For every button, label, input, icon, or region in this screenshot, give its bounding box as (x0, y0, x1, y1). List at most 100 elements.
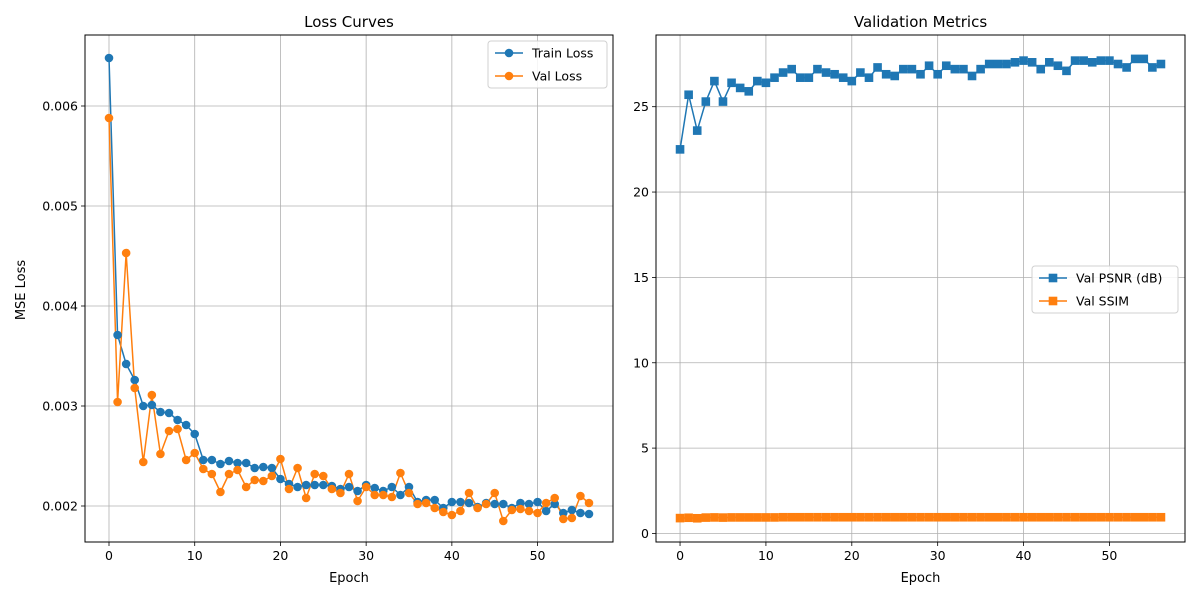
val-ssim-point (727, 513, 736, 522)
val-psnr-db-point (795, 73, 805, 82)
val-psnr-db-point (1002, 59, 1011, 69)
val-psnr-db-point (1113, 59, 1123, 69)
val-psnr-db-point (710, 76, 719, 86)
val-ssim-point (1002, 512, 1011, 522)
train-loss-point (216, 459, 225, 469)
val-loss-point (498, 516, 508, 526)
val-loss-legend-label: Val Loss (532, 69, 582, 84)
train-loss-point (318, 480, 328, 490)
loss-x-tick-label: 20 (272, 548, 288, 563)
val-psnr-db-point (1027, 58, 1037, 67)
val-psnr-db-point (993, 59, 1003, 69)
val-loss-point (190, 448, 200, 458)
train-loss-point (138, 401, 148, 411)
val-ssim-point (778, 512, 788, 522)
val-psnr-db-point (753, 76, 762, 86)
val-ssim-point (1045, 512, 1054, 522)
val-loss-point (353, 496, 362, 506)
val-ssim-point (701, 513, 711, 522)
val-psnr-db-point (933, 69, 942, 79)
val-psnr-db-point (1156, 59, 1166, 69)
train-loss-point (396, 490, 405, 500)
val-psnr-db-point (787, 64, 796, 74)
val-psnr-db-point (847, 76, 857, 86)
val-ssim-point (1139, 512, 1149, 522)
train-loss-point (550, 499, 560, 509)
val-ssim-point (993, 512, 1003, 522)
val-ssim-point (1053, 512, 1063, 522)
val-psnr-db-point (856, 68, 865, 77)
val-ssim-point (1122, 512, 1131, 522)
metrics-x-tick-label: 0 (676, 548, 684, 563)
val-loss-point (147, 390, 157, 400)
val-loss-point (130, 383, 140, 393)
val-ssim-point (735, 513, 745, 522)
train-loss-point (113, 330, 122, 340)
val-loss-point (404, 488, 414, 498)
val-ssim-point (976, 512, 985, 522)
val-psnr-db-point (1087, 58, 1097, 67)
train-loss-point (584, 509, 594, 519)
train-loss-point (181, 420, 191, 430)
val-loss-point (284, 484, 294, 494)
val-ssim-point (1019, 512, 1028, 522)
val-ssim-point (959, 512, 968, 522)
metrics-legend-box (1031, 265, 1179, 314)
val-loss-point (378, 490, 388, 500)
val-loss-point (464, 488, 474, 498)
val-ssim-point (795, 512, 805, 522)
train-loss-point (104, 53, 114, 63)
loss-x-ticks: 0 10 20 30 40 50 (105, 542, 546, 563)
loss-x-tick-label: 30 (358, 548, 374, 563)
val-ssim-point (830, 512, 839, 522)
val-loss-point (541, 498, 551, 508)
val-ssim-point (1156, 512, 1166, 522)
val-loss-point (447, 510, 457, 520)
val-psnr-db-point (701, 97, 711, 106)
val-ssim-point (718, 513, 728, 522)
train-loss-point (190, 429, 200, 439)
train-loss-point (147, 400, 157, 410)
train-loss-point (310, 480, 320, 490)
val-loss-point (310, 469, 320, 479)
val-ssim-point (692, 513, 702, 523)
train-loss-point (233, 458, 242, 468)
val-ssim-point (1113, 512, 1123, 522)
metrics-axes-frame (655, 34, 1186, 543)
val-ssim-point (744, 513, 754, 522)
val-ssim-legend-label: Val SSIM (1076, 294, 1129, 309)
loss-grid (85, 35, 613, 542)
train-loss-point (173, 415, 182, 425)
train-loss-point (130, 375, 140, 385)
val-loss-point (121, 248, 131, 258)
val-loss-point (567, 513, 577, 523)
val-ssim-point (1079, 512, 1088, 522)
val-loss-point (250, 475, 260, 485)
train-loss-point (207, 455, 217, 465)
val-loss-point (473, 503, 482, 513)
val-loss-point (576, 491, 585, 501)
val-loss-point (164, 426, 174, 436)
val-loss-point (344, 469, 354, 479)
val-loss-point (438, 507, 448, 517)
val-ssim-point (770, 513, 779, 522)
val-ssim-point (941, 512, 951, 522)
val-psnr-db-point (684, 90, 693, 100)
val-ssim-point (1070, 512, 1080, 522)
train-loss-point (353, 486, 362, 496)
val-loss-point (387, 492, 397, 502)
train-loss-point (541, 506, 551, 516)
loss-x-tick-label: 10 (187, 548, 203, 563)
val-loss-point (293, 463, 302, 473)
loss-curves-chart: 0 10 20 30 40 50 0.002 0.003 0.004 0.005 0.006 Lo… (14, 13, 614, 586)
train-loss-point (387, 482, 397, 492)
metrics-x-tick-label: 10 (758, 548, 774, 563)
train-loss-point (301, 480, 311, 490)
train-loss-point (121, 359, 131, 369)
val-loss-point (481, 499, 491, 509)
val-loss-point (430, 503, 440, 513)
loss-y-tick-label: 0.003 (42, 399, 78, 414)
metrics-y-tick-label: 10 (633, 355, 649, 370)
val-ssim-point (933, 512, 942, 522)
